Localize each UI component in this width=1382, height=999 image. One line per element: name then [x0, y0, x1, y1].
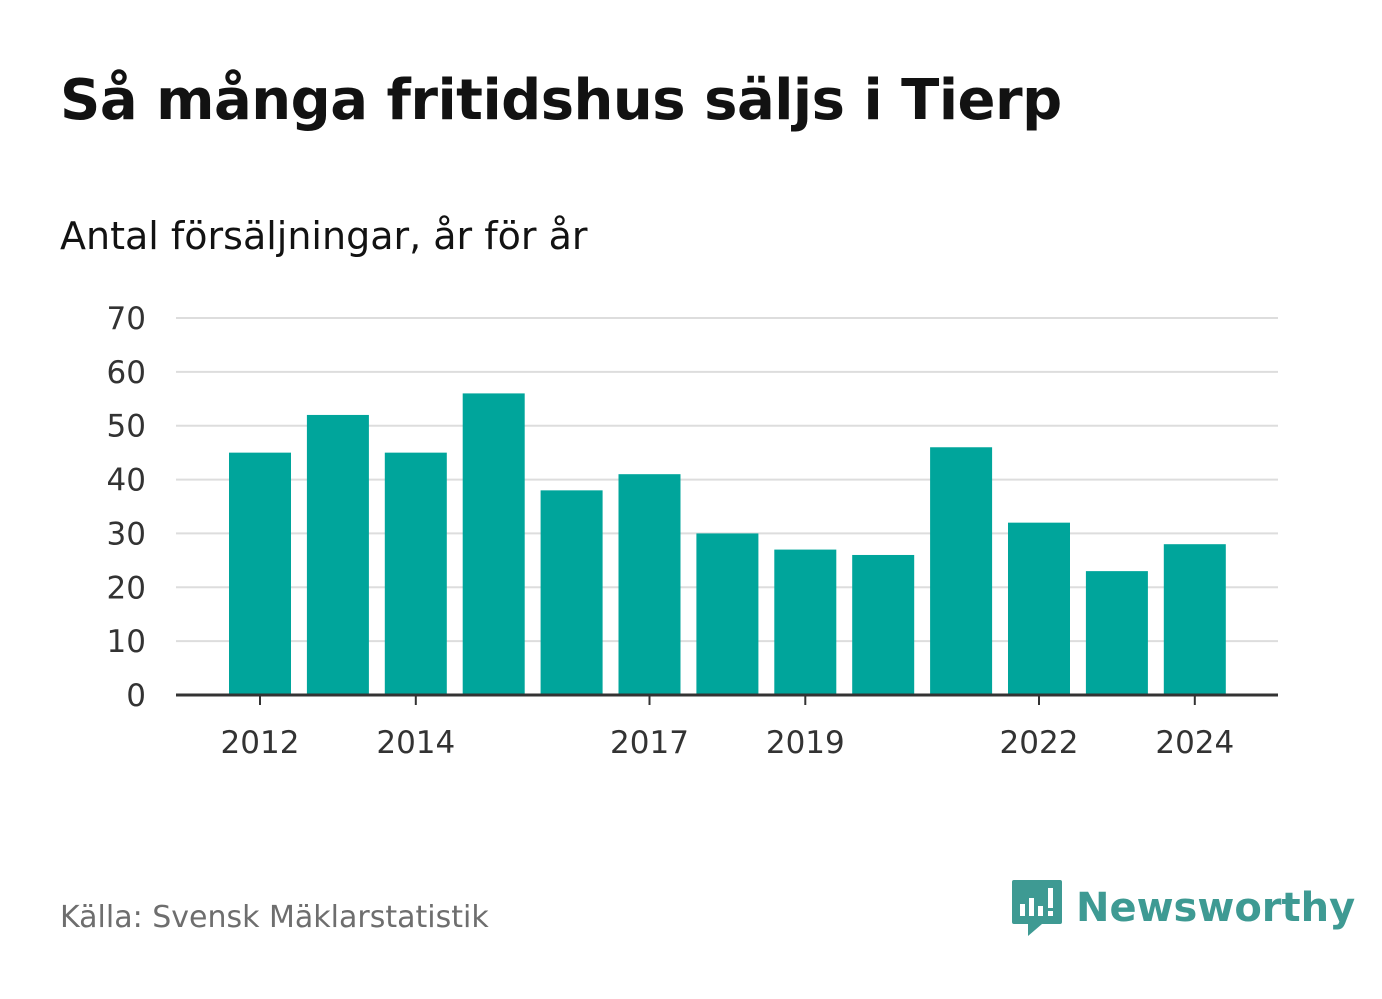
bar-2023 [1085, 571, 1148, 695]
bar-2024 [1163, 544, 1226, 695]
y-tick-label: 50 [107, 409, 146, 445]
y-tick-label: 10 [107, 624, 146, 660]
brand-name: Newsworthy [1076, 885, 1356, 931]
bar-2021 [930, 447, 993, 695]
bar-2022 [1008, 522, 1070, 695]
bar-2017 [618, 474, 681, 695]
x-tick-label: 2017 [610, 725, 689, 761]
source-note: Källa: Svensk Mäklarstatistik [60, 900, 489, 935]
brand-logo: Newsworthy [1010, 878, 1355, 938]
x-tick-label: 2019 [766, 725, 845, 761]
x-tick-label: 2022 [1000, 725, 1079, 761]
bar-2012 [229, 452, 291, 695]
bar-2020 [852, 554, 915, 695]
y-tick-label: 20 [107, 570, 146, 606]
x-tick-label: 2024 [1155, 725, 1234, 761]
y-tick-label: 0 [126, 678, 146, 714]
bars [229, 393, 1226, 695]
x-axis-ticks: 2012 2014 2017 2019 2022 2024 [221, 695, 1234, 761]
y-tick-label: 30 [107, 516, 146, 552]
bar-2015 [462, 393, 525, 695]
chart-title: Så många fritidshus säljs i Tierp [60, 68, 1062, 133]
y-tick-label: 70 [107, 301, 146, 337]
chart-subtitle: Antal försäljningar, år för år [60, 214, 588, 258]
bar-2013 [306, 414, 369, 695]
bar-2014 [384, 452, 447, 695]
x-tick-label: 2014 [376, 725, 455, 761]
y-tick-label: 60 [107, 355, 146, 391]
bar-2016 [540, 490, 603, 695]
y-axis-ticks: 0 10 20 30 40 50 60 70 [107, 301, 146, 714]
y-tick-label: 40 [107, 463, 146, 499]
bar-2019 [774, 549, 837, 695]
newsworthy-logo-icon [1012, 880, 1062, 936]
x-tick-label: 2012 [221, 725, 300, 761]
bar-2018 [696, 533, 759, 695]
